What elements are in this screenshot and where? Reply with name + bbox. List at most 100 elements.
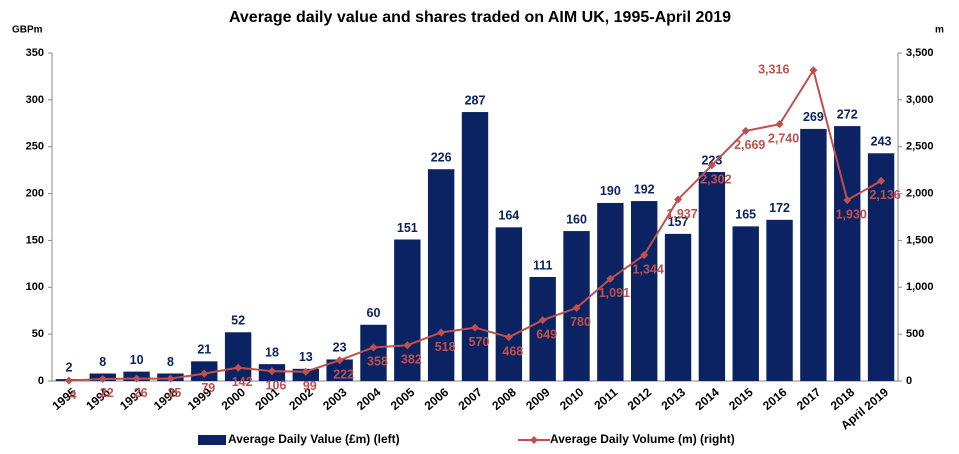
line-marker: [809, 66, 818, 75]
bar: [867, 153, 895, 381]
line-value-label: 649: [536, 327, 557, 341]
line-marker: [707, 161, 716, 170]
y2-tick-label: 1,000: [906, 281, 934, 293]
x-tick-label: 2006: [422, 385, 452, 413]
y2-tick-label: 3,500: [906, 47, 934, 59]
line-value-label: 99: [303, 379, 317, 393]
bar-value-label: 60: [367, 306, 381, 320]
y-tick-label: 350: [26, 47, 44, 59]
line-value-label: 1,091: [599, 286, 630, 300]
bar-value-label: 165: [735, 208, 756, 222]
bar-value-label: 111: [533, 258, 553, 272]
line-marker: [132, 374, 141, 383]
x-tick-label: 2015: [726, 385, 756, 413]
y-tick-label: 250: [26, 141, 44, 153]
line-value-label: 1,930: [836, 207, 867, 221]
line-marker: [200, 369, 209, 378]
y2-tick-label: 1,500: [906, 234, 934, 246]
line-marker: [877, 176, 886, 185]
line-value-label: 3,316: [758, 63, 789, 77]
line-marker: [98, 374, 107, 383]
bar-value-label: 52: [231, 314, 245, 328]
line-marker: [775, 120, 784, 129]
line-marker: [741, 126, 750, 135]
bar-value-label: 18: [265, 345, 279, 359]
x-tick-label: 2016: [760, 385, 790, 413]
bar-value-label: 243: [871, 135, 892, 149]
line-marker: [504, 333, 513, 342]
bar: [224, 332, 252, 381]
x-tick-label: 2013: [659, 385, 689, 413]
x-tick-label: 2014: [692, 385, 722, 413]
line-value-label: 79: [201, 381, 215, 395]
line-value-label: 518: [435, 340, 456, 354]
bar: [529, 276, 556, 381]
bar: [495, 227, 523, 381]
bar: [664, 233, 692, 381]
x-tick-label: 2004: [354, 385, 384, 413]
line-marker: [843, 196, 852, 205]
line-marker: [538, 316, 547, 325]
bar-value-label: 226: [431, 151, 452, 165]
line-value-label: 2,669: [734, 138, 765, 152]
bar-value-label: 192: [634, 182, 655, 196]
line-value-label: 222: [333, 367, 354, 381]
line-value-label: 22: [100, 386, 114, 400]
bar-value-label: 160: [566, 212, 587, 226]
bar: [360, 324, 387, 381]
line-marker: [64, 376, 73, 385]
chart-title: Average daily value and shares traded on…: [229, 9, 731, 26]
bar: [698, 172, 726, 381]
line-value-label: 468: [502, 344, 523, 358]
legend-marker: [530, 436, 538, 444]
bar-value-label: 172: [769, 201, 790, 215]
bar-value-label: 10: [130, 353, 144, 367]
y-tick-label: 300: [26, 94, 44, 106]
legend-label: Average Daily Volume (m) (right): [550, 432, 735, 446]
y2-tick-label: 2,500: [906, 141, 934, 153]
x-tick-label: 2017: [794, 385, 824, 413]
x-tick-label: 2003: [320, 385, 350, 413]
line-value-label: 382: [401, 352, 422, 366]
bar: [394, 239, 421, 381]
legend-label: Average Daily Value (£m) (left): [228, 432, 400, 446]
line-value-label: 2,740: [768, 132, 799, 146]
y2-tick-label: 0: [906, 375, 912, 387]
y-tick-label: 100: [26, 281, 44, 293]
line-value-label: 1,344: [633, 262, 664, 276]
x-tick-label: 2012: [625, 385, 655, 413]
bar-value-label: 272: [837, 107, 858, 121]
bar-value-label: 287: [465, 93, 486, 107]
bar-value-label: 157: [668, 215, 689, 229]
x-tick-label: 2008: [489, 385, 519, 413]
bar: [461, 112, 489, 381]
line-value-label: 2,136: [869, 188, 900, 202]
bar: [732, 226, 759, 381]
x-tick-label: 2011: [591, 385, 620, 413]
bar-value-label: 13: [299, 350, 313, 364]
line-marker: [572, 303, 581, 312]
y-tick-label: 200: [26, 187, 44, 199]
y2-tick-label: 500: [906, 328, 924, 340]
line-marker: [335, 356, 344, 365]
line-marker: [640, 251, 649, 260]
bar-value-label: 223: [701, 153, 722, 167]
line-marker: [471, 323, 479, 332]
line-marker: [437, 328, 446, 337]
line-marker: [403, 341, 412, 350]
line-value-label: 26: [134, 386, 148, 400]
y2-tick-label: 2,000: [906, 187, 934, 199]
line-value-label: 25: [167, 386, 181, 400]
x-tick-label: 2010: [557, 385, 587, 413]
y-axis-title: GBPm: [12, 25, 43, 36]
line-value-label: 106: [266, 378, 287, 392]
line-value-label: 1,937: [666, 207, 697, 221]
bar-value-label: 8: [99, 355, 106, 369]
bar-value-label: 269: [803, 110, 824, 124]
line-marker: [234, 363, 243, 372]
x-tick-label: 2000: [219, 385, 249, 413]
bar-value-label: 2: [65, 360, 72, 374]
line-marker: [301, 367, 310, 376]
line-marker: [606, 274, 615, 283]
